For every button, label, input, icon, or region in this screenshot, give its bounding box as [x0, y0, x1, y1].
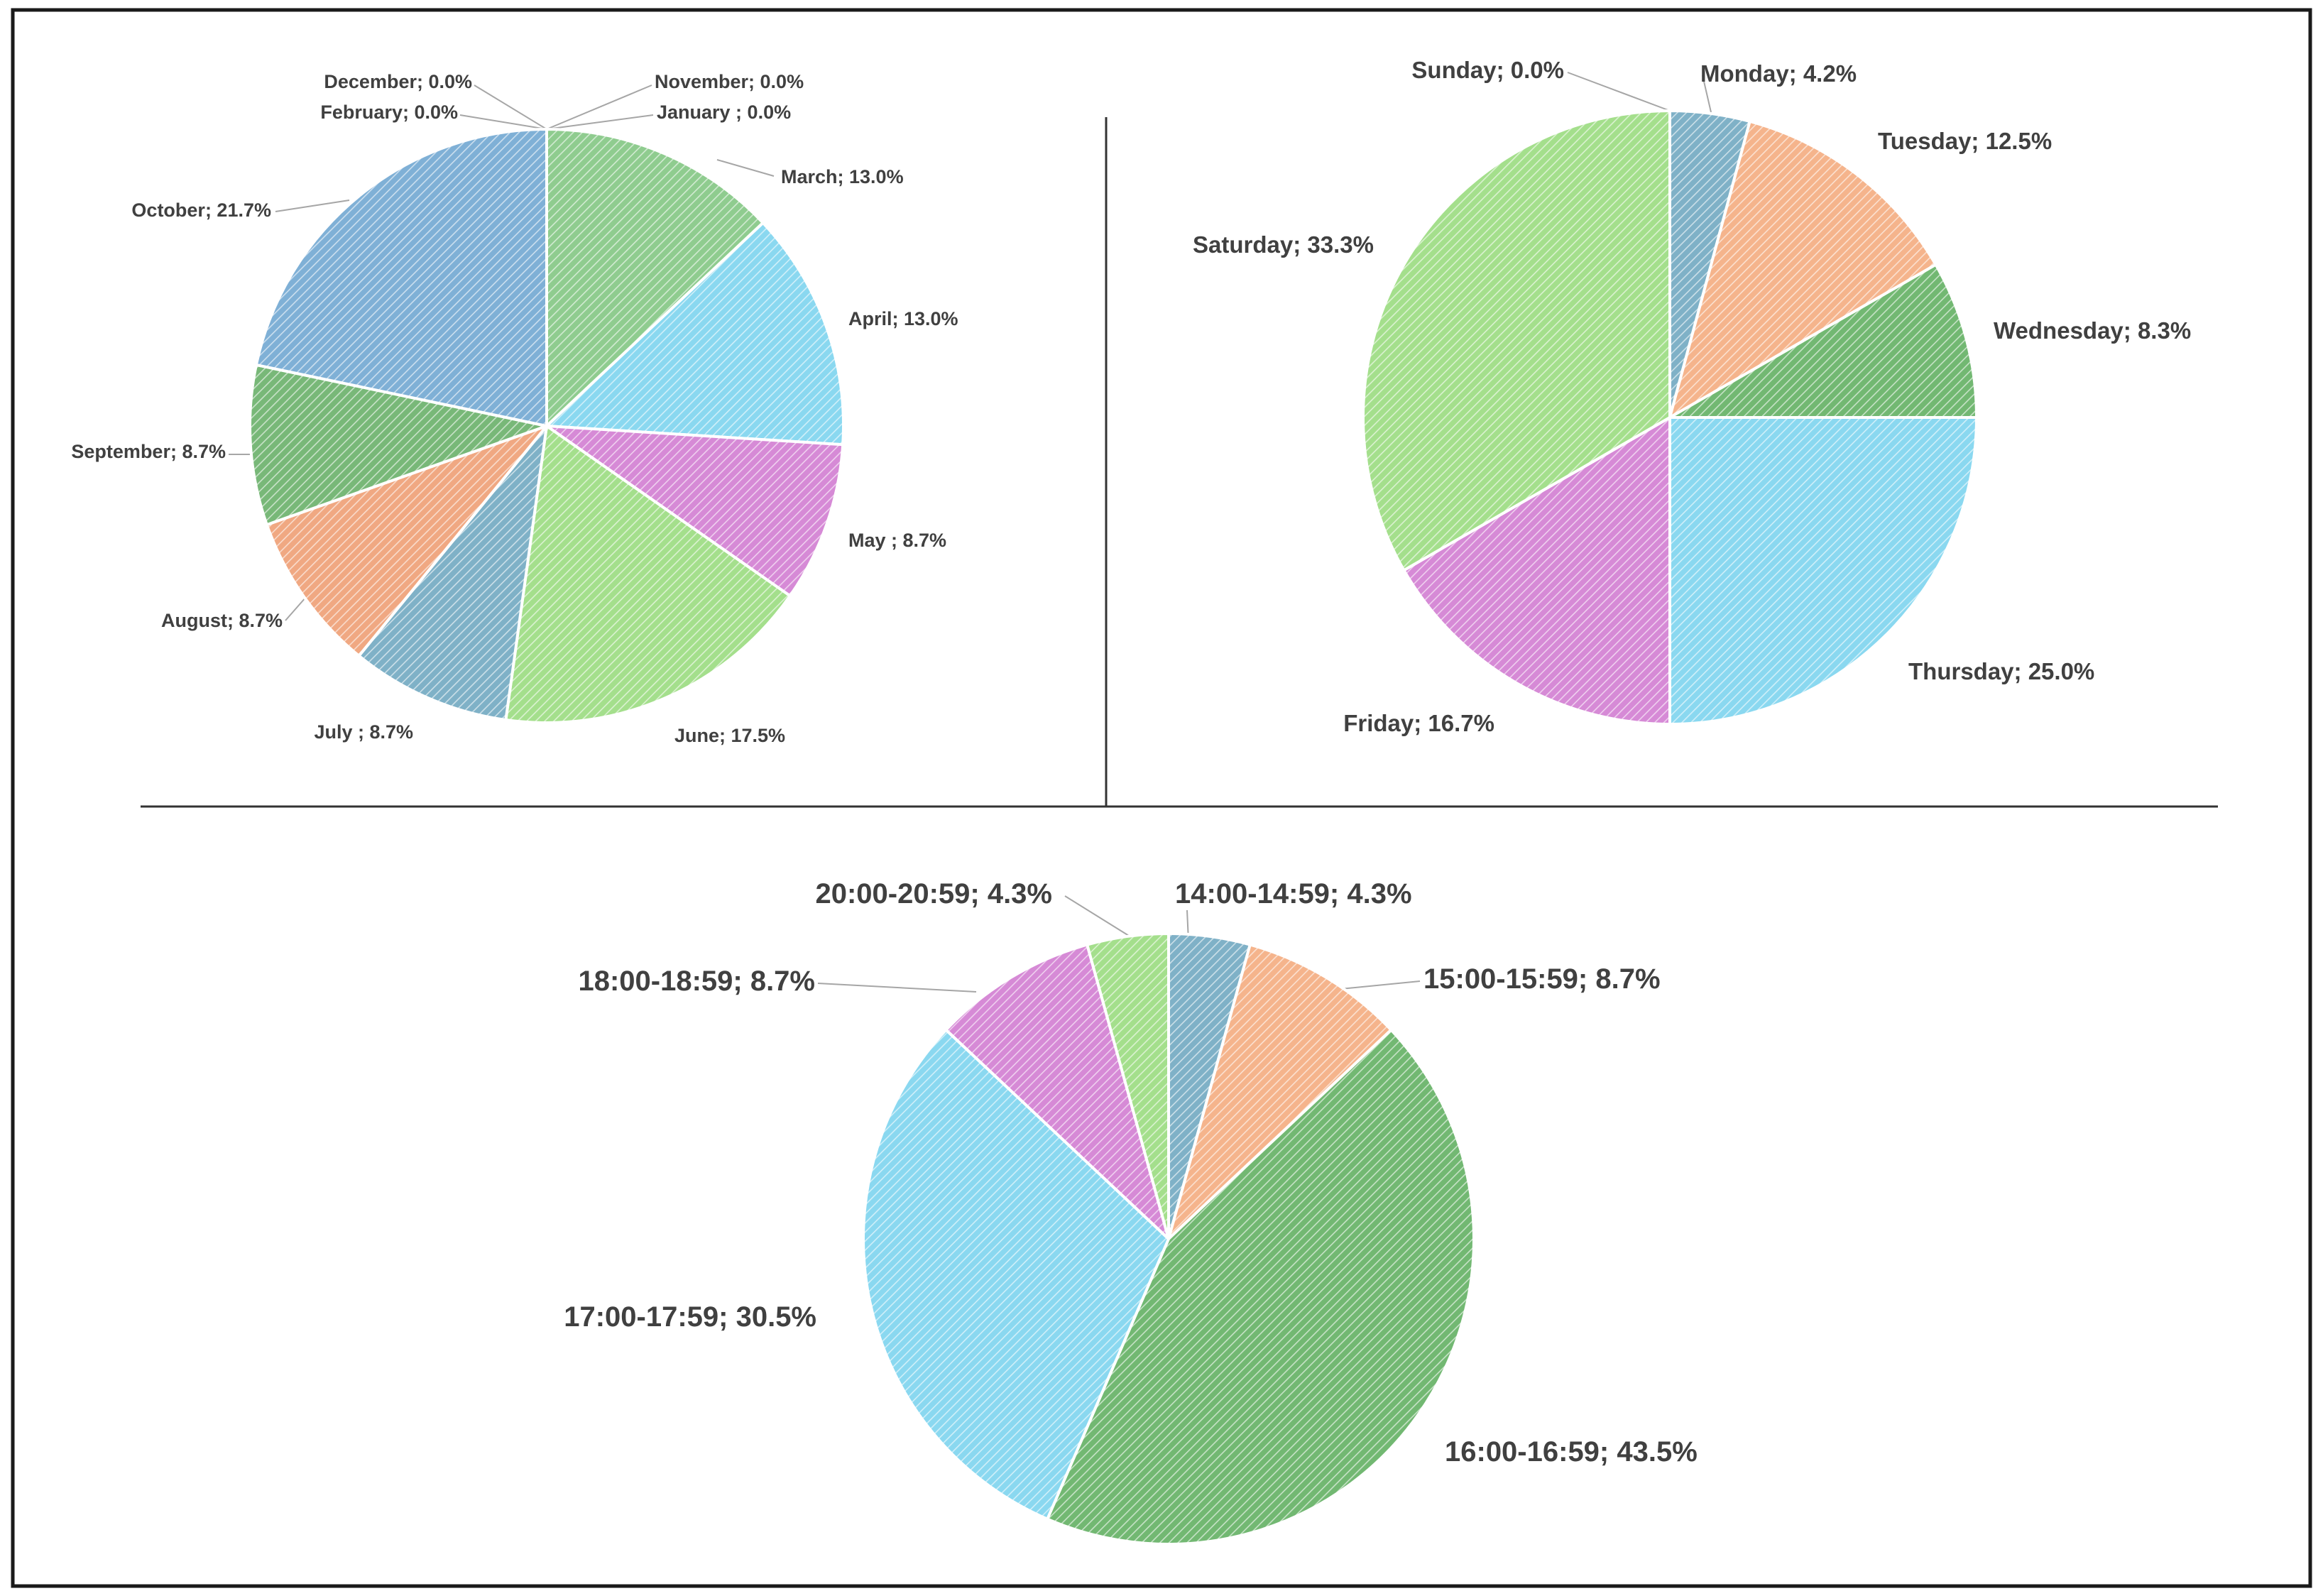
hour-label-14: 14:00-14:59; 4.3%	[1175, 878, 1412, 909]
weekday-label-friday: Friday; 16.7%	[1343, 710, 1494, 736]
weekday-label-saturday: Saturday; 33.3%	[1193, 231, 1374, 258]
hour-slice-hatch-18-00-18-59	[944, 943, 1170, 1240]
weekday-label-sunday: Sunday; 0.0%	[1411, 57, 1564, 83]
month-label-october: October; 21.7%	[131, 200, 271, 221]
hour-slice-hatch-16-00-16-59	[1046, 1028, 1476, 1546]
hour-label-17: 17:00-17:59; 30.5%	[564, 1301, 816, 1333]
hour-pie-chart: 14:00-14:59; 4.3% 15:00-15:59; 8.7% 16:0…	[564, 878, 1698, 1546]
month-label-april: April; 13.0%	[848, 308, 958, 329]
month-label-march: March; 13.0%	[781, 166, 904, 187]
month-label-november: November; 0.0%	[655, 71, 804, 92]
month-slice-hatch-march	[545, 128, 765, 427]
month-leader-february	[459, 114, 547, 130]
weekday-slice-hatch-saturday	[1362, 109, 1671, 572]
weekday-pie-leaders	[1567, 72, 1712, 113]
month-leader-november	[546, 84, 652, 130]
month-leader-october	[275, 200, 350, 212]
month-label-december: December; 0.0%	[324, 71, 472, 92]
hour-slice-hatch-20-00-20-59	[1086, 932, 1170, 1240]
weekday-pie-labels: Monday; 4.2% Tuesday; 12.5% Wednesday; 8…	[1193, 57, 2191, 736]
hour-label-20: 20:00-20:59; 4.3%	[815, 878, 1052, 909]
month-slice-hatch-july	[357, 425, 548, 722]
hour-label-16: 16:00-16:59; 43.5%	[1445, 1436, 1698, 1467]
weekday-label-monday: Monday; 4.2%	[1700, 60, 1857, 87]
weekday-slice-hatch-thursday	[1668, 416, 1978, 726]
hour-pie-labels: 14:00-14:59; 4.3% 15:00-15:59; 8.7% 16:0…	[564, 878, 1698, 1467]
weekday-label-tuesday: Tuesday; 12.5%	[1878, 128, 2052, 154]
weekday-leader-monday	[1702, 75, 1712, 113]
hour-leader-20-00-20-59	[1064, 895, 1130, 936]
month-leader-december	[474, 84, 547, 130]
weekday-leader-sunday	[1567, 72, 1671, 111]
weekday-pie-chart: Monday; 4.2% Tuesday; 12.5% Wednesday; 8…	[1193, 57, 2191, 736]
month-pie-labels: March; 13.0% April; 13.0% May ; 8.7% Jun…	[71, 71, 958, 746]
month-label-july: July ; 8.7%	[314, 721, 413, 743]
hour-label-18: 18:00-18:59; 8.7%	[578, 966, 815, 997]
month-slice-hatch-june	[504, 425, 792, 724]
weekday-pie-slices	[1362, 109, 1978, 726]
month-label-august: August; 8.7%	[161, 610, 283, 631]
weekday-slice-hatch-wednesday	[1668, 263, 1978, 419]
month-slice-hatch-august	[265, 425, 548, 657]
month-pie-slices	[248, 128, 845, 724]
month-slice-hatch-september	[248, 363, 548, 527]
month-label-january: January ; 0.0%	[657, 102, 791, 123]
weekday-slice-hatch-friday	[1402, 416, 1671, 726]
hour-leader-18-00-18-59	[817, 983, 977, 993]
month-label-june: June; 17.5%	[674, 725, 785, 746]
month-leader-january	[546, 114, 654, 130]
month-label-may: May ; 8.7%	[848, 530, 946, 551]
month-leader-march	[716, 159, 775, 177]
hour-pie-slices	[862, 932, 1476, 1546]
month-slice-hatch-october	[254, 128, 548, 427]
month-slice-hatch-april	[545, 221, 845, 447]
weekday-slice-hatch-tuesday	[1668, 119, 1937, 419]
weekday-label-wednesday: Wednesday; 8.3%	[1994, 317, 2191, 344]
hour-label-15: 15:00-15:59; 8.7%	[1423, 963, 1661, 995]
hour-slice-hatch-17-00-17-59	[862, 1028, 1170, 1521]
month-pie-leaders	[229, 84, 775, 621]
month-slice-hatch-may	[545, 425, 845, 598]
hour-slice-hatch-15-00-15-59	[1167, 943, 1393, 1240]
month-label-february: February; 0.0%	[320, 102, 458, 123]
month-label-september: September; 8.7%	[71, 441, 226, 462]
month-pie-chart: March; 13.0% April; 13.0% May ; 8.7% Jun…	[71, 71, 958, 746]
weekday-label-thursday: Thursday; 25.0%	[1908, 658, 2094, 684]
